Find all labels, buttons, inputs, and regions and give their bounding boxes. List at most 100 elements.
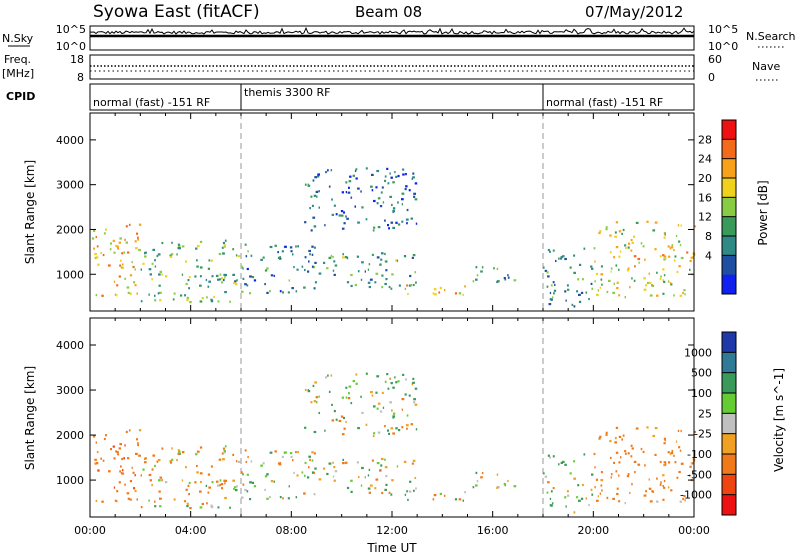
power-cell <box>605 228 608 231</box>
velocity-cell <box>340 415 344 418</box>
velocity-cell <box>311 451 314 454</box>
velocity-cell <box>123 457 125 460</box>
velocity-cell <box>618 500 621 503</box>
velocity-cell <box>158 479 161 482</box>
velocity-cell <box>372 434 375 438</box>
velocity-cell <box>140 474 142 477</box>
power-cell <box>279 290 282 293</box>
noise-left-label: N.Sky <box>2 32 34 45</box>
power-cell <box>475 278 478 281</box>
velocity-cell <box>412 381 415 384</box>
power-cell <box>381 186 384 189</box>
freq-panel-frame <box>89 54 695 80</box>
velocity-cell <box>312 384 315 387</box>
power-cell <box>234 280 237 283</box>
power-cell <box>674 255 677 258</box>
power-cell <box>113 280 116 283</box>
power-cell <box>159 270 163 273</box>
velocity-cell <box>573 460 576 463</box>
power-cell <box>335 213 338 216</box>
velocity-cell <box>129 498 132 501</box>
velocity-cell <box>546 491 549 494</box>
velocity-cell <box>318 478 322 481</box>
power-cell <box>154 299 157 302</box>
velocity-cell <box>242 483 245 486</box>
velocity-cell <box>313 400 317 403</box>
velocity-cell <box>387 387 390 390</box>
velocity-cell <box>224 482 226 485</box>
power-cell <box>608 279 611 282</box>
power-cell <box>380 191 383 194</box>
velocity-cell <box>569 472 572 475</box>
power-cell <box>311 253 314 256</box>
velocity-cell <box>581 483 584 487</box>
power-cell <box>569 266 572 269</box>
power-cell <box>390 287 393 290</box>
velocity-cell <box>154 505 157 508</box>
velocity-cell <box>663 486 666 489</box>
power-cell <box>396 259 399 262</box>
power-cell <box>547 248 550 252</box>
velocity-cell <box>293 471 295 474</box>
power-cell <box>588 298 590 301</box>
velocity-cell <box>389 401 392 404</box>
power-cell <box>390 221 394 224</box>
velocity-cell <box>94 458 97 461</box>
power-cell <box>117 247 120 250</box>
power-cell <box>547 275 550 278</box>
power-colorbar-swatch <box>722 216 736 237</box>
power-cell <box>373 226 376 229</box>
velocity-cell <box>356 461 359 464</box>
power-cell <box>413 283 415 287</box>
power-cell <box>546 271 549 274</box>
power-cell <box>392 209 395 212</box>
velocity-cell <box>164 481 168 484</box>
power-cell <box>387 182 390 185</box>
velocity-cell <box>405 378 407 381</box>
power-cell <box>397 201 399 204</box>
velocity-cell <box>600 471 603 474</box>
velocity-cell <box>244 488 247 492</box>
velocity-cell <box>594 466 596 469</box>
velocity-cell <box>221 487 224 490</box>
power-cell <box>496 267 499 270</box>
velocity-cell <box>296 474 299 477</box>
velocity-cell <box>376 462 380 465</box>
velocity-cell <box>367 487 371 490</box>
power-cell <box>365 167 368 170</box>
power-cell <box>673 294 675 297</box>
power-cell <box>654 248 657 251</box>
power-cell <box>397 223 401 226</box>
power-cell <box>543 266 545 269</box>
power-cell <box>609 251 612 254</box>
power-cell <box>293 266 295 269</box>
power-cell <box>349 175 352 178</box>
velocity-cell <box>659 483 662 486</box>
power-cell <box>364 270 366 273</box>
beam-title: Beam 08 <box>355 3 422 21</box>
power-cell <box>334 264 338 267</box>
velocity-cell <box>432 498 435 501</box>
power-colorbar-tick-label: 12 <box>698 211 712 224</box>
velocity-cell <box>350 402 353 405</box>
power-cell <box>346 217 349 220</box>
power-cell <box>667 245 670 248</box>
velocity-cell <box>588 503 590 507</box>
velocity-cell <box>199 480 202 484</box>
power-cell <box>454 292 457 295</box>
power-cell <box>689 259 692 263</box>
power-colorbar-tick-label: 20 <box>698 172 712 185</box>
velocity-cell <box>332 475 335 478</box>
velocity-cell <box>543 472 545 475</box>
power-cell <box>232 248 235 251</box>
power-cell <box>380 252 384 255</box>
power-cell <box>278 257 282 260</box>
power-cell <box>266 267 269 270</box>
power-cell <box>613 282 615 285</box>
velocity-cell <box>266 473 269 476</box>
velocity-cell <box>578 499 581 502</box>
velocity-cell <box>217 506 220 509</box>
velocity-cell <box>621 438 623 441</box>
velocity-cell <box>615 451 619 454</box>
velocity-cell <box>413 401 416 404</box>
